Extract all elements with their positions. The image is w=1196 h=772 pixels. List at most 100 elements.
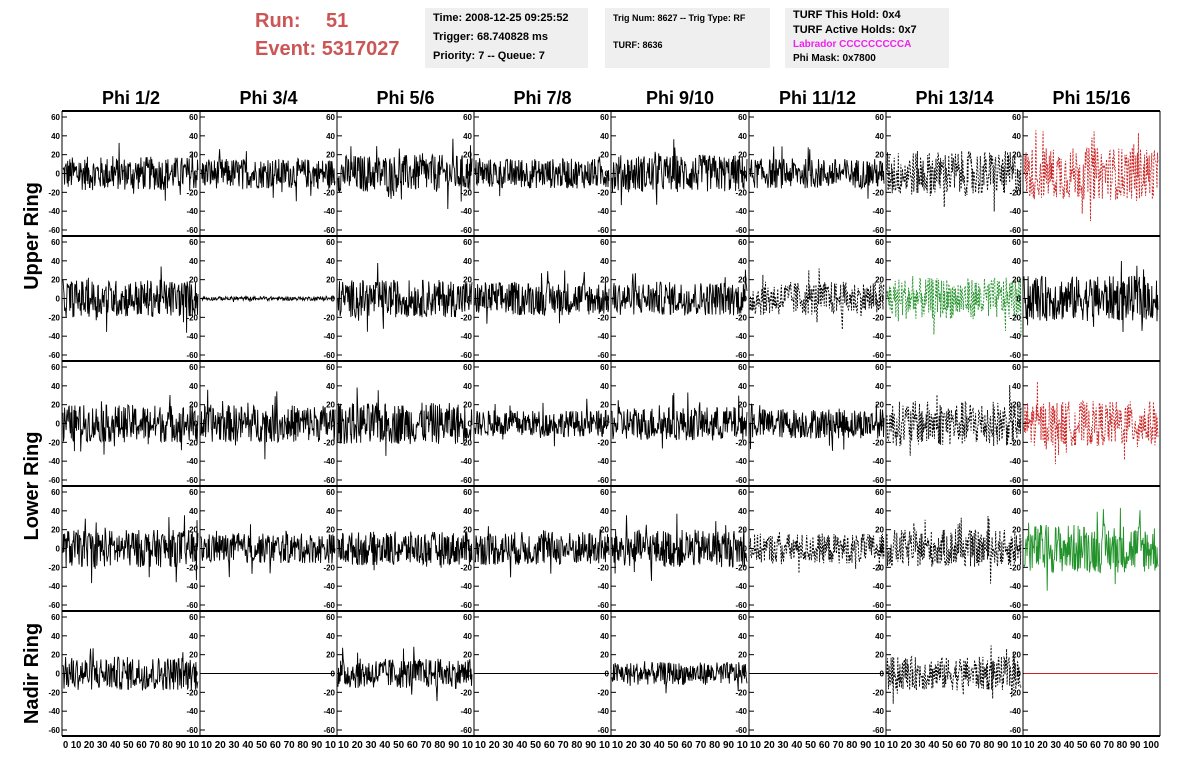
y-tick-label: 40 xyxy=(463,632,472,641)
y-tick-label: 0 xyxy=(880,420,885,429)
x-tick-labels: 10 20 30 40 50 60 70 80 90 10 xyxy=(612,740,748,751)
y-tick-label: 60 xyxy=(738,363,747,372)
y-tick-label: -40 xyxy=(597,207,609,216)
y-tick-label: -40 xyxy=(1009,582,1021,591)
y-tick-label: 20 xyxy=(463,276,472,285)
y-tick-label: 40 xyxy=(600,632,609,641)
y-tick-label: -60 xyxy=(460,476,472,485)
y-tick-label: -20 xyxy=(48,438,60,447)
time-text: Time: 2008-12-25 09:25:52 xyxy=(433,12,569,24)
waveform-trace xyxy=(1023,381,1159,465)
waveform-trace xyxy=(474,270,610,324)
y-tick-label: 0 xyxy=(605,545,610,554)
y-tick-label: 40 xyxy=(738,382,747,391)
waveform-trace xyxy=(200,149,336,202)
column-header: Phi 11/12 xyxy=(779,88,856,108)
y-tick-label: 0 xyxy=(743,420,748,429)
run-value: 51 xyxy=(326,10,349,32)
y-tick-label: 0 xyxy=(1017,170,1022,179)
waveform-trace xyxy=(337,646,473,702)
x-tick-labels: 10 20 30 40 50 60 70 80 90 10 xyxy=(475,740,610,751)
y-tick-label: -60 xyxy=(735,226,747,235)
y-tick-label: 20 xyxy=(463,401,472,410)
y-tick-label: 60 xyxy=(326,488,335,497)
y-tick-label: -40 xyxy=(872,207,884,216)
y-tick-label: 0 xyxy=(743,670,748,679)
y-tick-label: 40 xyxy=(463,382,472,391)
y-tick-label: 0 xyxy=(743,170,748,179)
y-tick-label: 40 xyxy=(51,257,60,266)
y-tick-label: -60 xyxy=(186,726,198,735)
y-tick-label: -40 xyxy=(872,582,884,591)
y-tick-label: 60 xyxy=(189,363,198,372)
y-tick-label: 40 xyxy=(326,257,335,266)
y-tick-label: -20 xyxy=(323,563,335,572)
y-tick-label: -20 xyxy=(186,313,198,322)
y-tick-label: -20 xyxy=(323,188,335,197)
y-tick-label: 20 xyxy=(463,151,472,160)
y-tick-label: 60 xyxy=(600,113,609,122)
y-tick-label: 60 xyxy=(600,488,609,497)
y-tick-label: -20 xyxy=(1009,188,1021,197)
waveform-trace xyxy=(749,403,885,451)
y-tick-label: 0 xyxy=(56,170,61,179)
y-tick-label: -60 xyxy=(872,476,884,485)
y-tick-label: 60 xyxy=(600,363,609,372)
y-tick-label: 20 xyxy=(51,526,60,535)
y-tick-label: 20 xyxy=(600,276,609,285)
y-tick-label: -40 xyxy=(186,332,198,341)
y-tick-label: 40 xyxy=(463,257,472,266)
y-tick-label: 20 xyxy=(738,151,747,160)
turf-active-text: TURF Active Holds: 0x7 xyxy=(793,24,917,36)
y-tick-label: -40 xyxy=(460,707,472,716)
y-tick-label: 0 xyxy=(56,545,61,554)
waveform-trace xyxy=(200,389,336,460)
y-tick-label: 60 xyxy=(738,488,747,497)
y-tick-label: -20 xyxy=(872,688,884,697)
y-tick-label: 60 xyxy=(463,488,472,497)
y-tick-label: 20 xyxy=(189,401,198,410)
y-tick-label: 20 xyxy=(326,651,335,660)
waveform-trace xyxy=(62,142,199,201)
y-tick-label: 0 xyxy=(468,295,473,304)
y-tick-label: 0 xyxy=(468,670,473,679)
y-tick-label: 40 xyxy=(463,507,472,516)
waveform-trace xyxy=(62,266,199,333)
turf-text: TURF: 8636 xyxy=(613,40,663,50)
waveform-trace xyxy=(611,392,748,449)
y-tick-label: -20 xyxy=(1009,688,1021,697)
y-tick-label: -40 xyxy=(460,457,472,466)
y-tick-label: 60 xyxy=(1012,363,1021,372)
y-tick-label: 40 xyxy=(189,132,198,141)
y-tick-label: 20 xyxy=(875,651,884,660)
y-tick-label: 0 xyxy=(1017,545,1022,554)
y-tick-label: -20 xyxy=(597,188,609,197)
y-tick-label: -60 xyxy=(597,726,609,735)
y-tick-label: 40 xyxy=(326,632,335,641)
y-tick-label: 60 xyxy=(51,488,60,497)
priority-text: Priority: 7 -- Queue: 7 xyxy=(433,50,545,62)
y-tick-label: 20 xyxy=(326,401,335,410)
column-header: Phi 7/8 xyxy=(513,88,571,108)
y-tick-label: -40 xyxy=(48,582,60,591)
waveform-trace xyxy=(886,515,1022,584)
y-tick-label: -20 xyxy=(597,688,609,697)
y-tick-label: -20 xyxy=(186,438,198,447)
y-tick-label: -20 xyxy=(1009,313,1021,322)
y-tick-label: -20 xyxy=(186,563,198,572)
waveform-trace xyxy=(749,268,885,330)
waveform-trace xyxy=(886,384,1022,456)
waveform-trace xyxy=(337,262,473,332)
x-tick-labels: 10 20 30 40 50 60 70 80 90 100 xyxy=(1024,740,1159,751)
y-tick-label: 60 xyxy=(326,363,335,372)
y-tick-label: -40 xyxy=(323,332,335,341)
y-tick-label: 60 xyxy=(875,363,884,372)
y-tick-label: 0 xyxy=(331,170,336,179)
y-tick-label: -20 xyxy=(735,563,747,572)
y-tick-label: 20 xyxy=(1012,151,1021,160)
y-tick-label: -40 xyxy=(48,457,60,466)
waveform-trace xyxy=(62,648,199,691)
y-tick-label: -20 xyxy=(1009,563,1021,572)
y-tick-label: 0 xyxy=(56,420,61,429)
y-tick-label: -60 xyxy=(48,226,60,235)
